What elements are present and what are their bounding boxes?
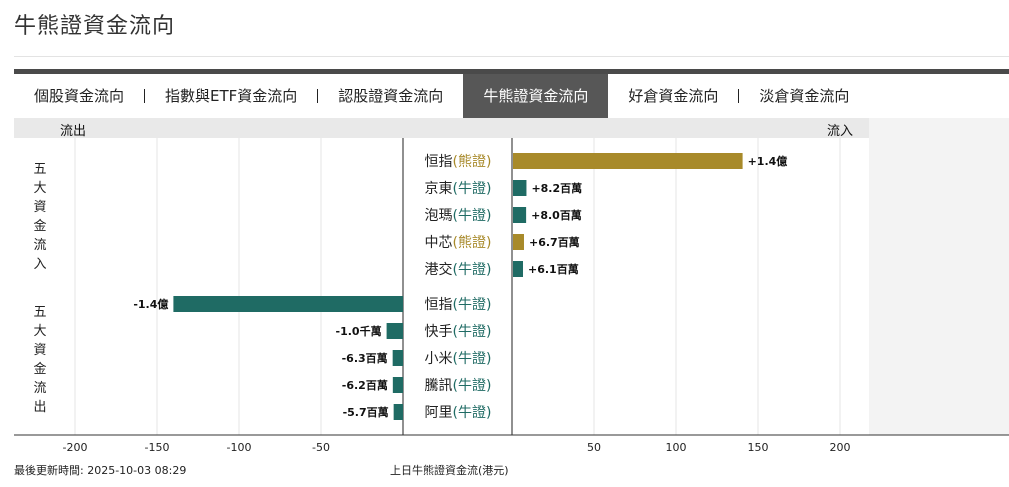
- group-label-inflow: 五大資金流入: [33, 162, 47, 272]
- inflow-bar: [513, 207, 527, 223]
- outflow-bar: [173, 296, 403, 312]
- tab-warrant-flow[interactable]: 認股證資金流向: [338, 87, 444, 105]
- stock-label: 中芯(熊證): [425, 234, 492, 251]
- chart-subheader: 流出 流入: [14, 118, 869, 139]
- inflow-value-label: +6.7百萬: [529, 235, 580, 249]
- outflow-value-label: -6.2百萬: [342, 378, 388, 392]
- tab-separator: [144, 89, 146, 103]
- stock-label: 快手(牛證): [425, 323, 492, 340]
- x-tick-label: -200: [63, 441, 88, 454]
- tab-bar: 個股資金流向 指數與ETF資金流向 認股證資金流向 牛熊證資金流向 好倉資金流向…: [14, 74, 1009, 118]
- title-divider: [14, 56, 1009, 57]
- x-tick-label: 200: [830, 441, 851, 454]
- outflow-header: 流出: [60, 124, 87, 139]
- stock-label: 騰訊(牛證): [425, 377, 492, 394]
- outflow-bar: [392, 377, 403, 393]
- outflow-bar: [392, 350, 403, 366]
- inflow-bar: [513, 180, 527, 196]
- inflow-bar: [513, 234, 524, 250]
- inflow-bar: [513, 153, 743, 169]
- inflow-value-label: +1.4億: [748, 154, 788, 168]
- tab-cbbc-flow[interactable]: 牛熊證資金流向: [463, 74, 609, 118]
- outflow-value-label: -1.0千萬: [336, 324, 382, 338]
- tab-separator: [317, 89, 319, 103]
- stock-label: 阿里(牛證): [425, 404, 492, 421]
- tab-bar-top-border: [14, 69, 1009, 74]
- stock-label: 泡瑪(牛證): [425, 207, 492, 224]
- x-tick-label: -100: [227, 441, 252, 454]
- outflow-value-label: -6.3百萬: [342, 351, 388, 365]
- x-tick-label: -150: [145, 441, 170, 454]
- chart-caption: 上日牛熊證資金流(港元): [390, 464, 509, 477]
- last-updated: 最後更新時間: 2025-10-03 08:29: [14, 464, 187, 477]
- outflow-bar: [386, 323, 403, 339]
- x-tick-label: 150: [748, 441, 769, 454]
- stock-label: 京東(牛證): [425, 180, 492, 197]
- outflow-bar: [393, 404, 403, 420]
- tab-short-flow[interactable]: 淡倉資金流向: [759, 87, 850, 105]
- inflow-header: 流入: [827, 124, 854, 139]
- chart-right-padding: [869, 118, 1009, 435]
- x-tick-label: 100: [666, 441, 687, 454]
- inflow-value-label: +6.1百萬: [528, 262, 579, 276]
- outflow-value-label: -5.7百萬: [343, 405, 389, 419]
- inflow-value-label: +8.0百萬: [531, 208, 582, 222]
- stock-label: 港交(牛證): [425, 261, 492, 278]
- tab-separator: [738, 89, 740, 103]
- x-tick-label: -50: [312, 441, 330, 454]
- outflow-value-label: -1.4億: [133, 297, 168, 311]
- inflow-bar: [513, 261, 524, 277]
- tab-long-flow[interactable]: 好倉資金流向: [628, 87, 719, 105]
- page-title: 牛熊證資金流向: [14, 14, 176, 39]
- inflow-value-label: +8.2百萬: [531, 181, 582, 195]
- tab-stock-flow[interactable]: 個股資金流向: [34, 87, 125, 105]
- x-tick-label: 50: [587, 441, 601, 454]
- tab-index-etf-flow[interactable]: 指數與ETF資金流向: [165, 87, 298, 105]
- stock-label: 小米(牛證): [425, 350, 492, 367]
- group-label-outflow: 五大資金流出: [33, 305, 47, 415]
- stock-label: 恒指(牛證): [425, 296, 492, 313]
- stock-label: 恒指(熊證): [425, 153, 492, 170]
